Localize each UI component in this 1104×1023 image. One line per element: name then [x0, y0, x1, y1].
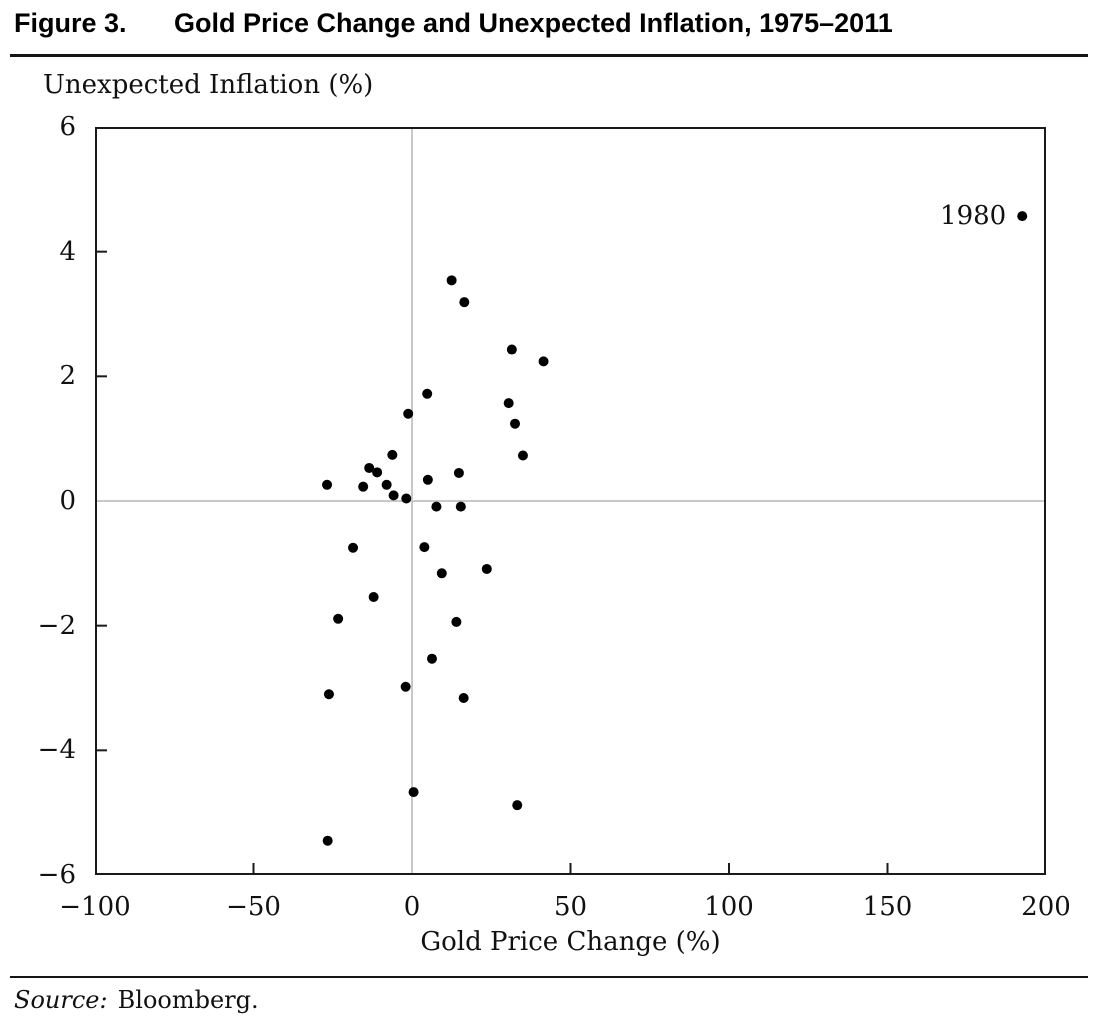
data-point: [388, 490, 399, 501]
data-point: [381, 479, 392, 490]
x-tick-labels: −100 −50 0 50 100 150 200: [59, 875, 1071, 920]
data-point: [510, 418, 521, 429]
bottom-rule: [10, 976, 1088, 978]
figure-number: Figure 3.: [14, 8, 127, 38]
y-tick-label: 6: [59, 112, 76, 142]
data-point: [422, 388, 433, 399]
data-point: [333, 613, 344, 624]
data-point: [387, 449, 398, 460]
data-point: [322, 479, 333, 490]
x-tick-label: 100: [704, 892, 754, 922]
plot-region: −100 −50 0 50 100 150 200 6 4 2 0 −2 −4 −6 1980: [38, 114, 1071, 920]
data-point: [512, 800, 523, 811]
source-text: Bloomberg.: [117, 986, 259, 1014]
data-point: [458, 692, 469, 703]
data-point: [364, 462, 375, 473]
source-prefix: Source:: [14, 986, 108, 1014]
data-point: [401, 493, 412, 504]
data-point: [446, 275, 457, 286]
data-point: [408, 787, 419, 798]
y-tick-label: −2: [37, 610, 76, 641]
data-point: [459, 297, 470, 308]
data-point: [400, 681, 411, 692]
y-tick-label: 2: [59, 361, 76, 392]
figure-title: Gold Price Change and Unexpected Inflati…: [174, 8, 893, 38]
data-point: [322, 835, 333, 846]
data-point: [419, 542, 430, 553]
data-point: [422, 474, 433, 485]
data-point: [481, 563, 492, 574]
data-point: [323, 689, 334, 700]
x-tick-label: −50: [226, 892, 281, 922]
data-point: [455, 501, 466, 512]
data-point: [431, 501, 442, 512]
y-tick-label: 4: [59, 236, 76, 267]
plot-border: [95, 127, 1046, 875]
x-tick-label: 0: [403, 892, 421, 922]
y-tick-label: −6: [37, 860, 76, 890]
data-point: [368, 591, 379, 602]
x-tick-label: −100: [59, 892, 131, 922]
data-point: [372, 467, 383, 478]
data-point: [506, 344, 517, 355]
data-point: [403, 408, 414, 419]
y-tick-labels: 6 4 2 0 −2 −4 −6: [15, 114, 95, 888]
x-tick-label: 200: [1021, 892, 1071, 922]
x-tick-label: 50: [553, 892, 588, 922]
top-rule: [10, 54, 1088, 57]
scatter-plot: [95, 127, 1046, 875]
data-point: [503, 398, 514, 409]
source-note: Source: Bloomberg.: [14, 988, 259, 1012]
x-tick-label: 150: [862, 892, 913, 922]
data-point: [358, 481, 369, 492]
data-point: [348, 542, 359, 553]
point-annotation: 1980: [940, 201, 1007, 232]
data-point: [1017, 211, 1028, 222]
y-axis-title: Unexpected Inflation (%): [43, 70, 374, 100]
data-point: [451, 616, 462, 627]
data-point: [426, 653, 437, 664]
figure-header: Figure 3. Gold Price Change and Unexpect…: [0, 10, 1104, 44]
x-axis-title: Gold Price Change (%): [420, 927, 721, 957]
data-point: [517, 450, 528, 461]
data-point: [436, 568, 447, 579]
y-tick-label: −4: [37, 735, 76, 766]
data-point: [538, 356, 549, 367]
y-tick-label: 0: [59, 486, 76, 516]
data-point: [453, 467, 464, 478]
